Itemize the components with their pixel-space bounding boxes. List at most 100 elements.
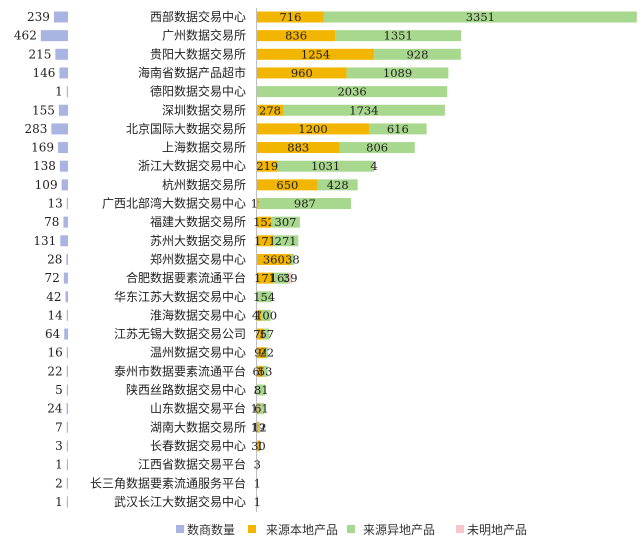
remote-product-bar	[259, 440, 261, 452]
local-product-bar	[257, 11, 324, 23]
remote-product-value-label: 81	[254, 383, 269, 397]
merchant-value-label: 1	[55, 495, 63, 509]
merchant-bar	[66, 496, 68, 508]
remote-product-bar	[257, 291, 272, 303]
legend-swatch-merchant	[176, 525, 184, 533]
merchant-value-label: 24	[47, 402, 63, 416]
merchant-value-label: 109	[35, 178, 58, 192]
category-label: 贵阳大数据交易所	[150, 46, 246, 61]
remote-product-value-label: 3351	[466, 10, 495, 24]
local-product-bar	[257, 347, 266, 359]
category-label: 深圳数据交易所	[162, 102, 246, 117]
remote-product-value-label: 1	[256, 439, 263, 453]
category-label: 广州数据交易所	[162, 28, 246, 43]
merchant-bar	[66, 384, 68, 396]
merchant-bar	[58, 104, 68, 116]
unknown-product-value-label: 4	[370, 159, 377, 173]
unknown-product-value-label: 39	[283, 271, 298, 285]
local-product-value-label: 30	[251, 439, 266, 453]
remote-product-value-label: 307	[275, 215, 297, 229]
local-product-value-label: 171	[254, 234, 276, 248]
merchant-bar	[61, 179, 68, 191]
remote-product-bar	[374, 48, 461, 60]
remote-product-value-label: 2036	[337, 85, 366, 99]
unknown-product-bar	[373, 160, 375, 172]
merchant-value-label: 138	[33, 159, 56, 173]
remote-product-bar	[261, 309, 271, 321]
remote-product-value-label: 428	[327, 178, 349, 192]
remote-product-bar	[272, 235, 299, 247]
remote-product-value-label: 1734	[349, 103, 378, 117]
merchant-value-label: 1	[55, 458, 63, 472]
local-product-bar	[257, 496, 258, 508]
category-label: 泰州市数据要素流通平台	[114, 363, 246, 378]
remote-product-bar	[257, 86, 448, 98]
local-product-bar	[257, 179, 318, 191]
category-label: 江西省数据交易平台	[138, 457, 246, 472]
legend-label-local: 来源本地产品	[266, 523, 338, 537]
local-product-bar	[257, 403, 259, 415]
merchant-value-label: 42	[46, 290, 61, 304]
merchant-value-label: 1	[55, 85, 63, 99]
merchant-bar	[60, 235, 68, 247]
remote-product-bar	[335, 30, 462, 42]
merchant-bar	[59, 67, 68, 79]
merchant-count-bars: 2394622151461155283169138109137813128724…	[14, 10, 68, 509]
merchant-bar	[64, 328, 68, 340]
category-label: 北京国际大数据交易所	[126, 121, 246, 136]
local-product-bar	[257, 309, 262, 321]
merchant-value-label: 2	[55, 476, 63, 490]
remote-product-value-label: 1031	[311, 159, 340, 173]
remote-product-bar	[290, 253, 295, 265]
merchant-value-label: 155	[32, 103, 55, 117]
merchant-value-label: 169	[31, 141, 54, 155]
category-label: 郑州数据交易中心	[150, 251, 246, 266]
merchant-value-label: 7	[55, 420, 63, 434]
merchant-bar	[66, 477, 68, 489]
local-product-value-label: 360	[263, 252, 285, 266]
merchant-value-label: 131	[33, 234, 56, 248]
remote-product-bar	[317, 179, 358, 191]
local-product-value-label: 1200	[298, 122, 327, 136]
remote-product-bar	[258, 198, 351, 209]
remote-product-bar	[323, 11, 637, 23]
remote-product-value-label: 53	[258, 364, 273, 378]
remote-product-value-label: 271	[275, 234, 297, 248]
local-product-bar	[257, 459, 258, 471]
legend-label-merchant: 数商数量	[187, 522, 235, 537]
remote-product-value-label: 154	[253, 290, 275, 304]
remote-product-bar	[369, 123, 427, 135]
merchant-value-label: 64	[45, 327, 61, 341]
remote-product-value-label: 987	[294, 197, 316, 211]
merchant-bar	[66, 347, 68, 359]
remote-product-bar	[339, 142, 415, 154]
local-product-value-label: 1254	[301, 47, 330, 61]
remote-product-value-label: 1089	[383, 66, 412, 80]
local-product-value-label: 650	[276, 178, 298, 192]
remote-product-value-label: 57	[259, 327, 274, 341]
category-label: 合肥数据要素流通平台	[126, 270, 246, 285]
local-product-value-label: 1	[254, 495, 261, 509]
merchant-bar	[66, 365, 68, 377]
merchant-bar	[66, 253, 68, 265]
remote-product-bar	[257, 384, 266, 396]
remote-product-value-label: 928	[406, 47, 428, 61]
remote-product-value-label: 38	[285, 252, 300, 266]
local-product-value-label: 3	[254, 383, 261, 397]
category-label: 淮海数据交易中心	[150, 307, 246, 322]
remote-product-value-label: 806	[366, 141, 388, 155]
merchant-value-label: 5	[55, 383, 63, 397]
remote-product-value-label: 165	[270, 271, 292, 285]
local-product-value-label: 1	[254, 476, 261, 490]
merchant-value-label: 283	[24, 122, 47, 136]
remote-product-bar	[264, 328, 270, 340]
legend-label-unknown: 未明地产品	[467, 523, 527, 537]
remote-product-bar	[265, 347, 268, 359]
merchant-value-label: 28	[47, 252, 62, 266]
merchant-value-label: 72	[44, 271, 59, 285]
remote-product-value-label: 61	[254, 402, 269, 416]
category-label: 温州数据交易中心	[150, 345, 246, 360]
local-product-bar	[257, 235, 273, 247]
merchant-bar	[66, 421, 68, 433]
remote-product-bar	[258, 403, 265, 415]
